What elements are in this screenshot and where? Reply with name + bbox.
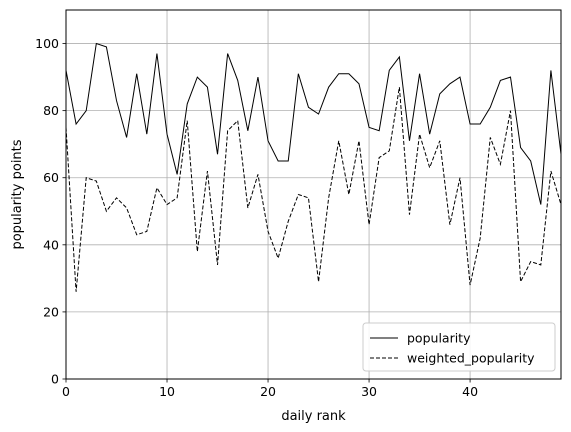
y-tick-label: 0 — [51, 372, 59, 387]
y-axis: 0 20 40 60 80 100 — [35, 36, 66, 387]
x-axis-label: daily rank — [281, 409, 346, 424]
y-tick-label: 60 — [43, 170, 59, 185]
legend-box — [362, 322, 556, 372]
x-tick-label: 20 — [260, 384, 276, 399]
y-tick-label: 20 — [43, 304, 59, 319]
x-tick-label: 0 — [62, 384, 70, 399]
x-tick-label: 10 — [159, 384, 175, 399]
series-line-popularity — [65, 42, 562, 205]
legend-label-popularity: popularity — [407, 331, 471, 346]
x-tick-label: 40 — [462, 384, 478, 399]
x-axis: 0 10 20 30 40 — [62, 379, 478, 399]
legend: popularity weighted_popularity — [362, 322, 556, 372]
y-tick-label: 80 — [43, 103, 59, 118]
y-axis-label: popularity points — [10, 139, 25, 249]
plot-frame — [65, 9, 562, 380]
y-tick-label: 100 — [35, 36, 59, 51]
series-line-weighted-popularity — [65, 87, 562, 292]
y-tick-label: 40 — [43, 237, 59, 252]
x-tick-label: 30 — [361, 384, 377, 399]
series-layer — [65, 42, 562, 292]
legend-label-weighted-popularity: weighted_popularity — [407, 351, 535, 366]
